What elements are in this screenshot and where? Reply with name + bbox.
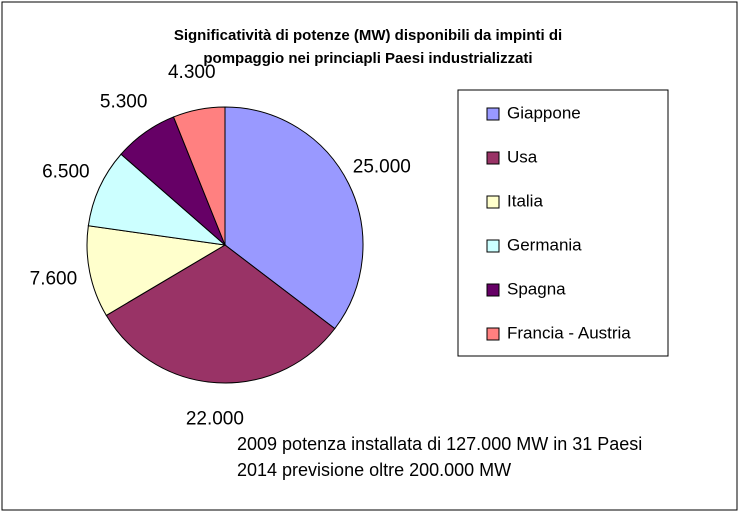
pie-slice bbox=[105, 244, 336, 384]
legend-label: Italia bbox=[507, 191, 543, 210]
data-label: 5.300 bbox=[100, 91, 148, 112]
pie-slice bbox=[86, 225, 227, 317]
legend-swatch bbox=[486, 107, 500, 121]
legend-swatch bbox=[486, 283, 500, 297]
data-label: 4.300 bbox=[168, 62, 216, 83]
pie-slice bbox=[224, 106, 364, 330]
legend-label: Germania bbox=[507, 235, 582, 254]
chart-title: pompaggio nei princiapli Paesi industria… bbox=[203, 50, 532, 67]
data-label: 6.500 bbox=[42, 161, 90, 182]
legend-swatch bbox=[486, 239, 500, 253]
legend-swatch bbox=[486, 327, 500, 341]
legend-label: Giappone bbox=[507, 103, 581, 122]
data-label: 22.000 bbox=[186, 409, 244, 430]
chart-title: Significatività di potenze (MW) disponib… bbox=[174, 27, 562, 44]
legend-label: Usa bbox=[507, 147, 538, 166]
data-label: 25.000 bbox=[353, 156, 411, 177]
legend-label: Francia - Austria bbox=[507, 323, 631, 342]
pie-slice bbox=[87, 153, 227, 246]
legend-label: Spagna bbox=[507, 279, 566, 298]
legend-box bbox=[457, 89, 669, 357]
pie-slice bbox=[172, 106, 226, 246]
data-label: 7.600 bbox=[30, 268, 78, 289]
annotation: 2009 potenza installata di 127.000 MW in… bbox=[237, 434, 642, 454]
legend-swatch bbox=[486, 195, 500, 209]
annotation: 2014 previsione oltre 200.000 MW bbox=[237, 460, 511, 480]
legend-swatch bbox=[486, 151, 500, 165]
